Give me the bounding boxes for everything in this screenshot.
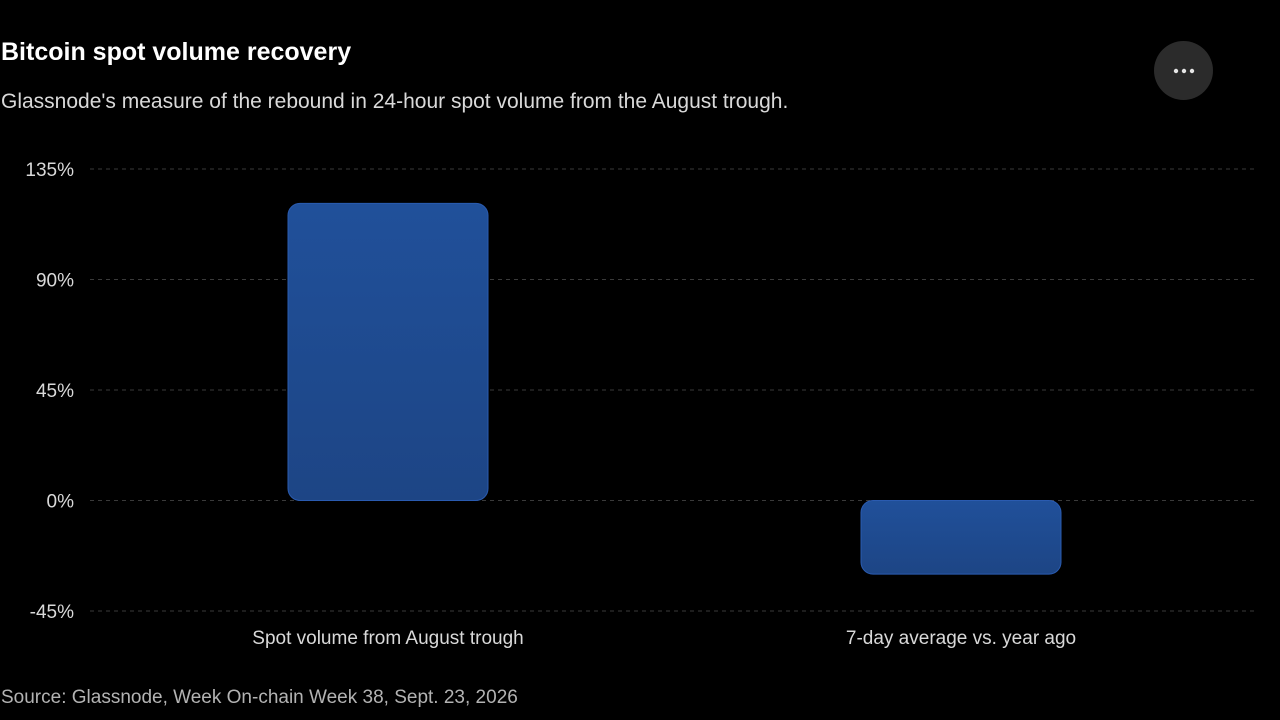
- x-tick-label: 7-day average vs. year ago: [846, 628, 1076, 649]
- more-options-button[interactable]: [1154, 41, 1213, 100]
- bar-seven-day-average: [860, 500, 1062, 575]
- y-tick-label: 135%: [25, 160, 74, 181]
- bar-chart: 135% 90% 45% 0% -45% Spot volume from August…: [25, 160, 1258, 649]
- x-axis-labels: Spot volume from August trough 7-day aver…: [252, 628, 1076, 649]
- y-tick-label: 90%: [36, 271, 74, 292]
- bars: [287, 202, 1062, 575]
- more-horizontal-icon: [1173, 68, 1194, 73]
- chart-subtitle: Glassnode's measure of the rebound in 24…: [1, 90, 789, 113]
- gridlines: [90, 168, 1258, 612]
- source-note: Source: Glassnode, Week On-chain Week 38…: [1, 687, 518, 708]
- chart-title: Bitcoin spot volume recovery: [1, 38, 352, 66]
- y-tick-label: -45%: [30, 602, 74, 623]
- x-tick-label: Spot volume from August trough: [252, 628, 523, 649]
- y-tick-label: 45%: [36, 381, 74, 402]
- bar-spot-volume: [287, 202, 489, 501]
- y-axis-ticks: 135% 90% 45% 0% -45%: [25, 160, 74, 623]
- y-tick-label: 0%: [47, 492, 75, 513]
